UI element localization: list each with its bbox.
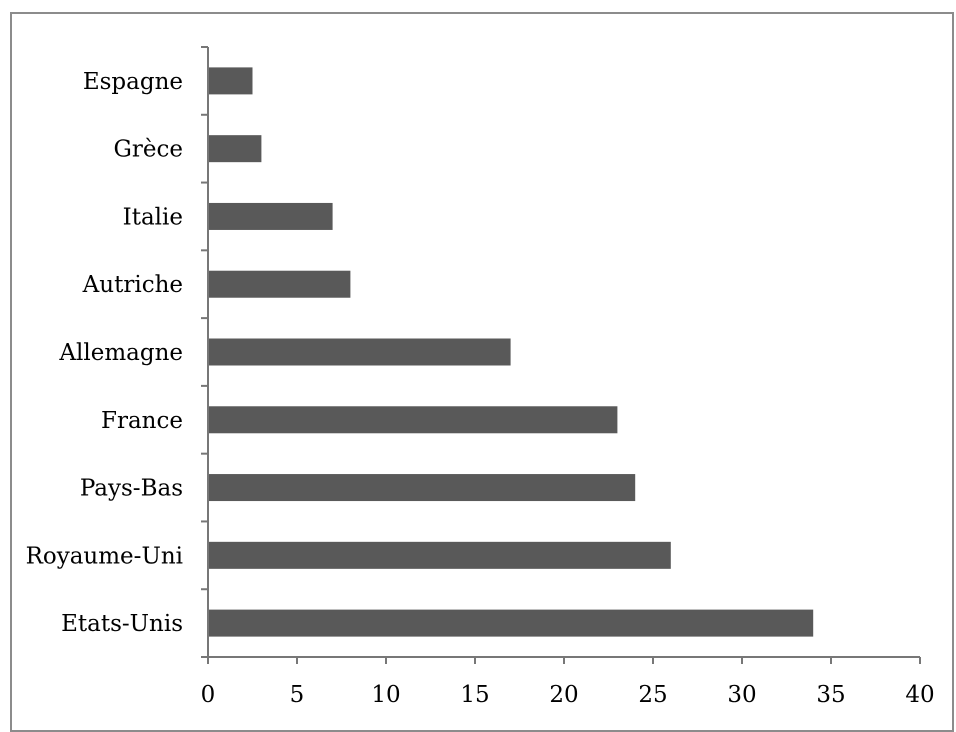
x-tick-label: 20 (549, 682, 578, 708)
bar-royaume-uni (208, 541, 671, 569)
category-label: France (101, 408, 183, 434)
bars (208, 67, 814, 637)
tick-labels: 0 5 10 15 20 25 30 35 40 (201, 682, 935, 708)
category-label: Allemagne (58, 340, 183, 366)
bar-etats-unis (208, 609, 814, 637)
category-label: Pays-Bas (80, 476, 183, 502)
axes (201, 46, 921, 664)
x-tick-label: 35 (816, 682, 845, 708)
category-labels: Espagne Grèce Italie Autriche Allemagne Franc… (26, 69, 183, 637)
category-label: Royaume-Uni (26, 543, 183, 569)
x-tick-label: 40 (905, 682, 934, 708)
category-label: Autriche (82, 272, 183, 298)
category-label: Etats-Unis (61, 611, 183, 637)
category-label: Grèce (114, 137, 183, 163)
x-tick-label: 15 (460, 682, 489, 708)
x-tick-label: 30 (727, 682, 756, 708)
category-label: Italie (123, 204, 183, 230)
bar-pays-bas (208, 474, 636, 502)
bar-espagne (208, 67, 253, 95)
x-tick-label: 0 (201, 682, 216, 708)
bar-autriche (208, 270, 351, 298)
x-tick-label: 25 (638, 682, 667, 708)
category-label: Espagne (83, 69, 183, 95)
x-tick-label: 5 (290, 682, 305, 708)
x-tick-label: 10 (371, 682, 400, 708)
bar-allemagne (208, 338, 511, 366)
bar-gr-ce (208, 135, 262, 163)
bar-france (208, 406, 618, 434)
bar-italie (208, 202, 333, 230)
